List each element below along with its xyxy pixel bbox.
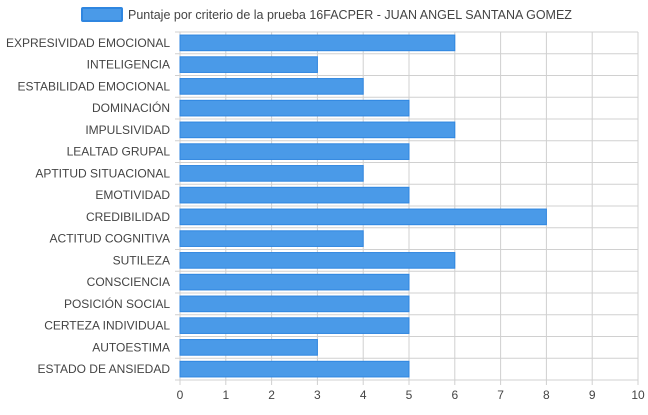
category-label: AUTOESTIMA xyxy=(92,340,170,354)
bar[interactable] xyxy=(179,121,456,139)
category-labels: EXPRESIVIDAD EMOCIONAL INTELIGENCIA ESTABI… xyxy=(6,36,170,376)
category-label: CREDIBILIDAD xyxy=(86,210,170,224)
category-label: INTELIGENCIA xyxy=(87,58,170,72)
category-label: LEALTAD GRUPAL xyxy=(67,145,171,159)
x-tick-label: 0 xyxy=(177,388,184,402)
bar[interactable] xyxy=(179,143,410,160)
bar[interactable] xyxy=(179,99,410,117)
x-tick-label: 2 xyxy=(268,388,275,402)
bar[interactable] xyxy=(179,360,410,378)
category-label: EMOTIVIDAD xyxy=(95,188,170,202)
x-tick-label: 1 xyxy=(222,388,229,402)
x-tick-label: 3 xyxy=(314,388,321,402)
bar[interactable] xyxy=(179,34,456,52)
chart-legend[interactable]: Puntaje por criterio de la prueba 16FACP… xyxy=(81,7,572,22)
bar[interactable] xyxy=(179,78,364,95)
category-label: DOMINACIÓN xyxy=(92,100,170,115)
category-label: EXPRESIVIDAD EMOCIONAL xyxy=(6,36,170,50)
bar[interactable] xyxy=(179,317,410,334)
x-tick-label: 4 xyxy=(360,388,367,402)
category-label: ESTABILIDAD EMOCIONAL xyxy=(18,79,171,93)
category-label: CONSCIENCIA xyxy=(87,275,170,289)
bar[interactable] xyxy=(179,56,318,73)
x-tick-label: 6 xyxy=(451,388,458,402)
x-tick-labels: 0 1 2 3 4 5 6 7 8 9 10 xyxy=(177,388,645,402)
bars xyxy=(179,34,547,378)
legend-label: Puntaje por criterio de la prueba 16FACP… xyxy=(128,8,572,22)
bar[interactable] xyxy=(179,252,456,269)
category-label: ACTITUD COGNITIVA xyxy=(50,232,170,246)
bar[interactable] xyxy=(179,165,364,182)
category-label: POSICIÓN SOCIAL xyxy=(64,296,170,311)
bar[interactable] xyxy=(179,273,410,291)
category-label: ESTADO DE ANSIEDAD xyxy=(38,362,171,376)
category-label: SUTILEZA xyxy=(113,253,170,267)
grid-lines xyxy=(175,31,639,385)
legend-swatch xyxy=(81,7,123,22)
x-tick-label: 8 xyxy=(543,388,550,402)
x-tick-label: 9 xyxy=(589,388,596,402)
category-label: APTITUD SITUACIONAL xyxy=(35,166,170,180)
x-tick-label: 7 xyxy=(497,388,504,402)
category-label: CERTEZA INDIVIDUAL xyxy=(44,319,170,333)
bar[interactable] xyxy=(179,339,318,356)
bar[interactable] xyxy=(179,230,364,247)
bar[interactable] xyxy=(179,186,410,204)
bar[interactable] xyxy=(179,295,410,313)
category-label: IMPULSIVIDAD xyxy=(85,123,170,137)
x-tick-label: 5 xyxy=(406,388,413,402)
bar[interactable] xyxy=(179,208,547,226)
x-tick-label: 10 xyxy=(631,388,645,402)
